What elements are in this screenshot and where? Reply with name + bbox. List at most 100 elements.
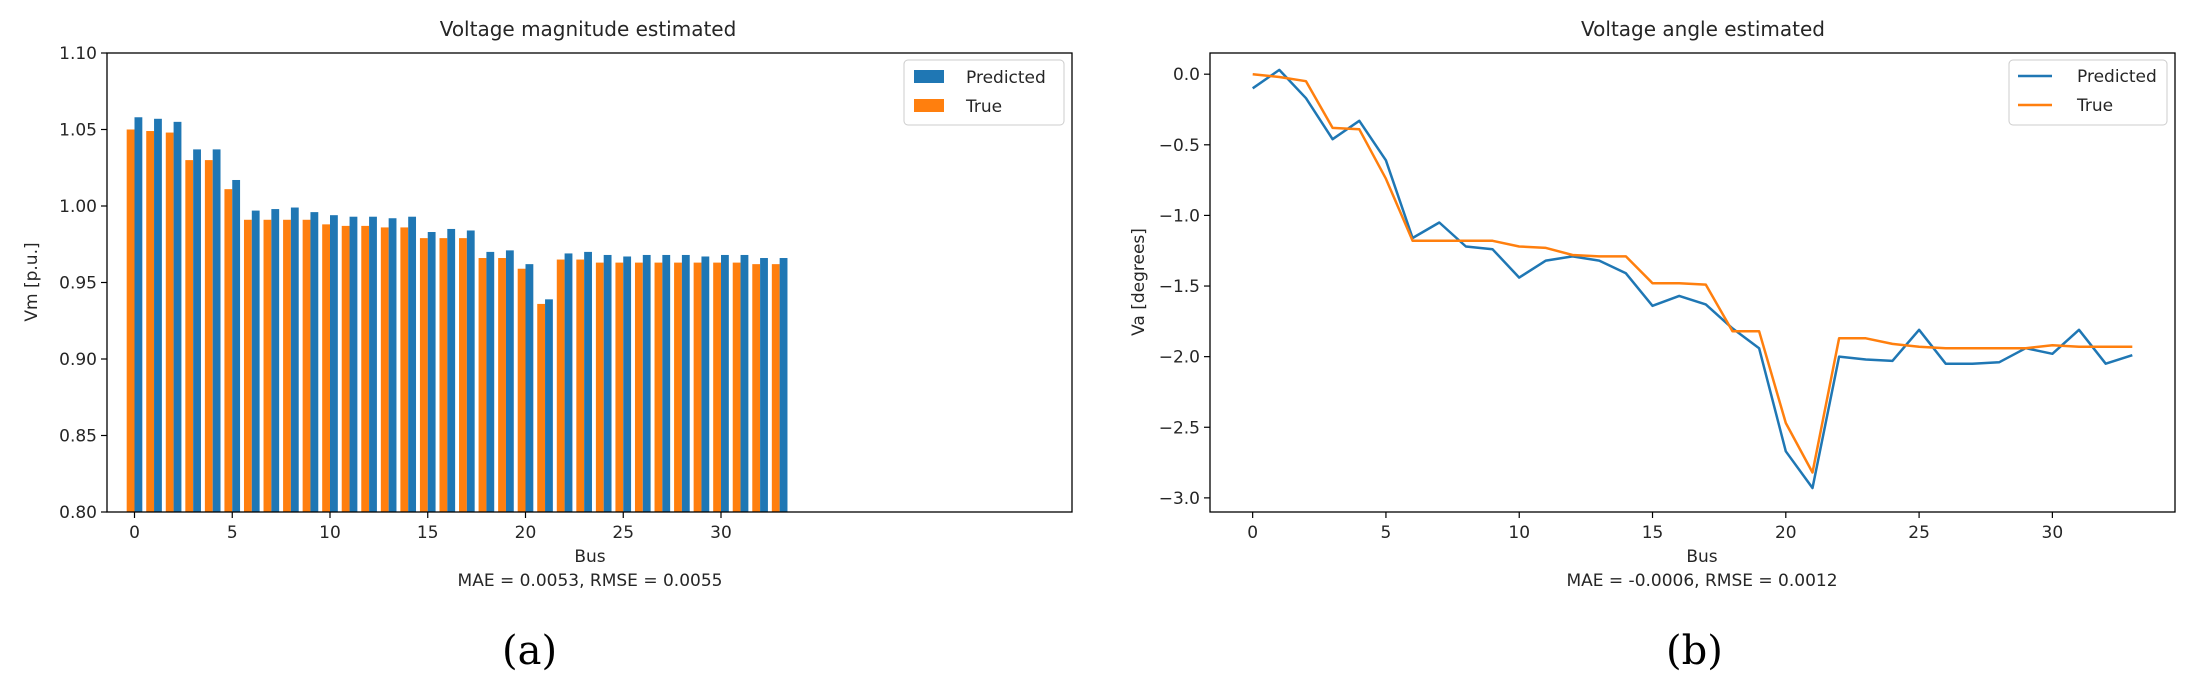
bar-predicted-5 [232, 179, 241, 513]
bar-predicted-3 [193, 149, 201, 512]
chart-b-ytick-label: −2.5 [1159, 418, 1200, 438]
panel-a: Voltage magnitude estimated 0.80 0.85 0.90… [22, 17, 1073, 591]
bar-predicted-18 [486, 251, 495, 512]
chart-a-legend-true: True [965, 97, 1002, 117]
chart-b-xtick-label: 25 [1908, 523, 1930, 543]
chart-a-xtick-label: 0 [129, 523, 140, 543]
chart-b-xtick-label: 15 [1642, 523, 1664, 543]
chart-b-ytick-label: −0.5 [1159, 136, 1200, 156]
chart-a-xticks: 0 5 10 15 20 25 30 [129, 512, 732, 543]
bar-true-5 [224, 189, 233, 513]
bar-true-8 [283, 219, 291, 512]
bar-predicted-8 [290, 207, 299, 512]
chart-a-title: Voltage magnitude estimated [440, 17, 737, 41]
bar-predicted-16 [447, 228, 456, 512]
chart-a-caption: MAE = 0.0053, RMSE = 0.0055 [458, 571, 723, 591]
chart-a-xtick-label: 30 [710, 523, 732, 543]
bar-predicted-31 [740, 254, 749, 512]
bar-true-10 [322, 224, 330, 513]
bar-true-31 [732, 262, 741, 512]
chart-a-xtick-label: 25 [612, 523, 634, 543]
chart-a-ytick-label: 0.95 [59, 274, 97, 294]
chart-a-xlabel: Bus [574, 547, 605, 567]
subfigure-label-a: (a) [502, 628, 558, 674]
bar-predicted-32 [760, 258, 768, 512]
bar-true-1 [146, 131, 155, 512]
chart-b-caption: MAE = -0.0006, RMSE = 0.0012 [1566, 571, 1837, 591]
bar-predicted-1 [154, 118, 162, 512]
chart-a-yticks: 0.80 0.85 0.90 0.95 1.00 1.05 1.10 [59, 44, 107, 523]
bar-true-29 [693, 262, 702, 512]
bar-true-20 [517, 268, 526, 512]
bar-predicted-15 [427, 232, 436, 512]
chart-b-lines [1251, 68, 2133, 490]
chart-b-legend-predicted: Predicted [2077, 67, 2157, 87]
chart-b-ytick-label: −1.5 [1159, 277, 1200, 297]
bar-true-26 [634, 262, 643, 512]
chart-a-xtick-label: 5 [227, 523, 238, 543]
chart-a-xtick-label: 10 [319, 523, 341, 543]
bar-true-15 [419, 238, 428, 512]
chart-b-ylabel: Va [degrees] [1129, 228, 1149, 336]
bar-predicted-22 [564, 253, 573, 512]
bar-true-30 [713, 262, 721, 512]
bar-predicted-4 [212, 149, 221, 512]
bar-true-21 [537, 303, 546, 512]
chart-b-xtick-label: 10 [1508, 523, 1530, 543]
bar-predicted-26 [642, 254, 651, 512]
bar-true-9 [302, 219, 311, 512]
chart-a-xtick-label: 15 [417, 523, 439, 543]
chart-a-xtick-label: 20 [515, 523, 537, 543]
bar-true-22 [556, 259, 565, 512]
bar-true-23 [576, 259, 585, 512]
chart-b-ytick-label: −1.0 [1159, 206, 1200, 226]
bar-true-12 [361, 225, 370, 512]
bar-true-16 [439, 238, 448, 512]
chart-b-title: Voltage angle estimated [1581, 17, 1825, 41]
bar-predicted-28 [681, 254, 690, 512]
panel-b: Voltage angle estimated 0.0 −0.5 −1.0 −1.5 −… [1129, 17, 2176, 591]
chart-a-bars [126, 117, 788, 513]
bar-predicted-30 [721, 254, 729, 512]
bar-true-25 [615, 262, 624, 512]
bar-true-4 [204, 160, 213, 512]
bar-true-6 [243, 219, 252, 512]
bar-true-11 [341, 225, 350, 512]
chart-a-legend: Predicted True [903, 59, 1065, 126]
bar-predicted-17 [466, 230, 475, 513]
bar-predicted-9 [310, 212, 319, 512]
chart-b-ytick-label: −2.0 [1159, 348, 1200, 368]
bar-true-19 [498, 258, 506, 512]
chart-b-yticks: 0.0 −0.5 −1.0 −1.5 −2.0 −2.5 −3.0 [1159, 65, 1210, 509]
bar-predicted-7 [271, 209, 280, 512]
bar-predicted-10 [330, 215, 338, 512]
chart-a-ytick-label: 1.10 [59, 44, 97, 64]
chart-b-xtick-label: 0 [1247, 523, 1258, 543]
chart-b-legend-true: True [2076, 96, 2113, 116]
chart-a-frame [106, 52, 1073, 513]
chart-a-ytick-label: 1.05 [59, 121, 97, 141]
bar-predicted-2 [173, 121, 182, 512]
bar-true-24 [595, 262, 604, 512]
bar-predicted-20 [525, 264, 534, 512]
chart-a-ytick-label: 0.80 [59, 503, 97, 523]
chart-a-legend-predicted: Predicted [966, 68, 1046, 88]
bar-true-7 [263, 219, 272, 512]
chart-b-legend: Predicted True [2008, 59, 2168, 126]
chart-b-ytick-label: −3.0 [1159, 489, 1200, 509]
bar-predicted-19 [505, 250, 514, 512]
chart-a-ytick-label: 0.85 [59, 427, 97, 447]
bar-predicted-6 [251, 210, 260, 512]
chart-a-legend-swatch-predicted [914, 70, 944, 83]
chart-b-xtick-label: 20 [1775, 523, 1797, 543]
chart-a-legend-swatch-true [914, 99, 944, 112]
bar-true-27 [654, 262, 663, 512]
bar-true-18 [478, 258, 487, 512]
bar-predicted-13 [388, 218, 397, 513]
line-predicted [1251, 68, 2133, 490]
bar-predicted-0 [134, 117, 143, 512]
bar-true-28 [674, 262, 682, 512]
bar-predicted-14 [408, 216, 417, 512]
bar-true-33 [771, 264, 780, 512]
